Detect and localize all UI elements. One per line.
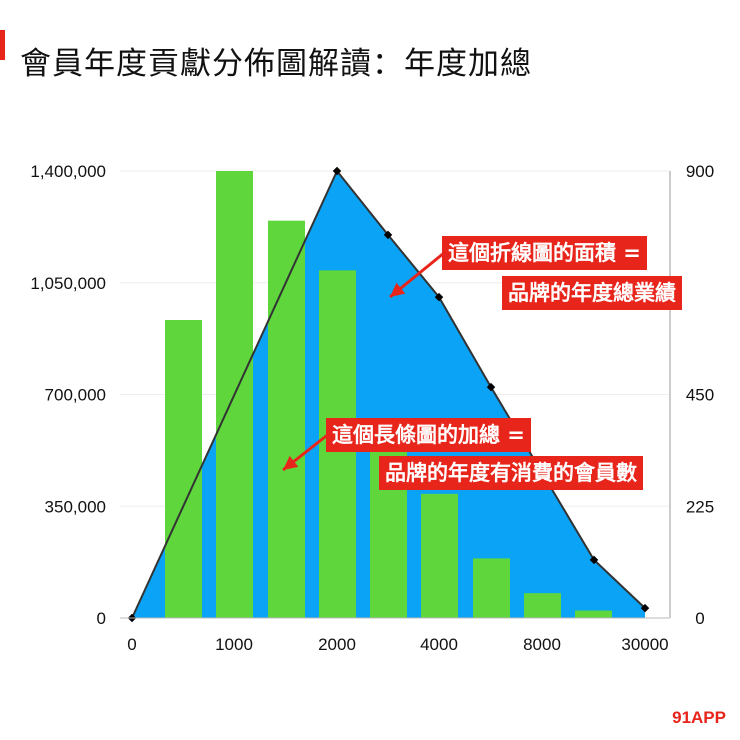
data-point-marker bbox=[589, 555, 599, 565]
page-title: 會員年度貢獻分佈圖解讀：年度加總 bbox=[20, 46, 532, 82]
bar bbox=[268, 220, 305, 618]
x-axis-tick-label: 4000 bbox=[420, 635, 458, 654]
data-point-marker bbox=[640, 603, 650, 613]
bar bbox=[165, 320, 202, 618]
x-axis-tick-label: 0 bbox=[127, 635, 136, 654]
arrow-head-icon bbox=[283, 455, 299, 470]
area-series bbox=[132, 171, 645, 618]
bar bbox=[473, 558, 510, 618]
left-axis-tick-label: 350,000 bbox=[45, 497, 106, 516]
data-point-marker bbox=[486, 382, 496, 392]
title-accent-bar bbox=[0, 30, 5, 60]
data-point-marker bbox=[332, 166, 342, 176]
x-axis-tick-label: 8000 bbox=[523, 635, 561, 654]
x-axis-tick-label: 30000 bbox=[621, 635, 668, 654]
right-axis-tick-label: 0 bbox=[695, 609, 704, 628]
x-axis-tick-label: 2000 bbox=[318, 635, 356, 654]
arrow-head-icon bbox=[390, 282, 406, 297]
right-axis-tick-label: 900 bbox=[686, 162, 714, 181]
callout-area-line1: 這個折線圖的面積 = bbox=[442, 236, 647, 270]
left-axis-tick-label: 0 bbox=[97, 609, 106, 628]
brand-logo: 91APP bbox=[672, 708, 726, 727]
right-axis-tick-label: 225 bbox=[686, 497, 714, 516]
callout-bar-line2: 品牌的年度有消費的會員數 bbox=[379, 456, 643, 490]
data-point-marker bbox=[434, 292, 444, 302]
x-axis-tick-label: 1000 bbox=[215, 635, 253, 654]
data-point-marker bbox=[383, 230, 393, 240]
bar bbox=[421, 493, 458, 618]
callout-area-line2: 品牌的年度總業績 bbox=[502, 276, 682, 310]
left-axis-tick-label: 1,050,000 bbox=[30, 274, 106, 293]
bar bbox=[524, 593, 561, 618]
right-axis-tick-label: 450 bbox=[686, 386, 714, 405]
bar bbox=[575, 610, 612, 618]
left-axis-tick-label: 1,400,000 bbox=[30, 162, 106, 181]
callout-bar-line1: 這個長條圖的加總 = bbox=[326, 418, 531, 452]
left-axis-tick-label: 700,000 bbox=[45, 386, 106, 405]
